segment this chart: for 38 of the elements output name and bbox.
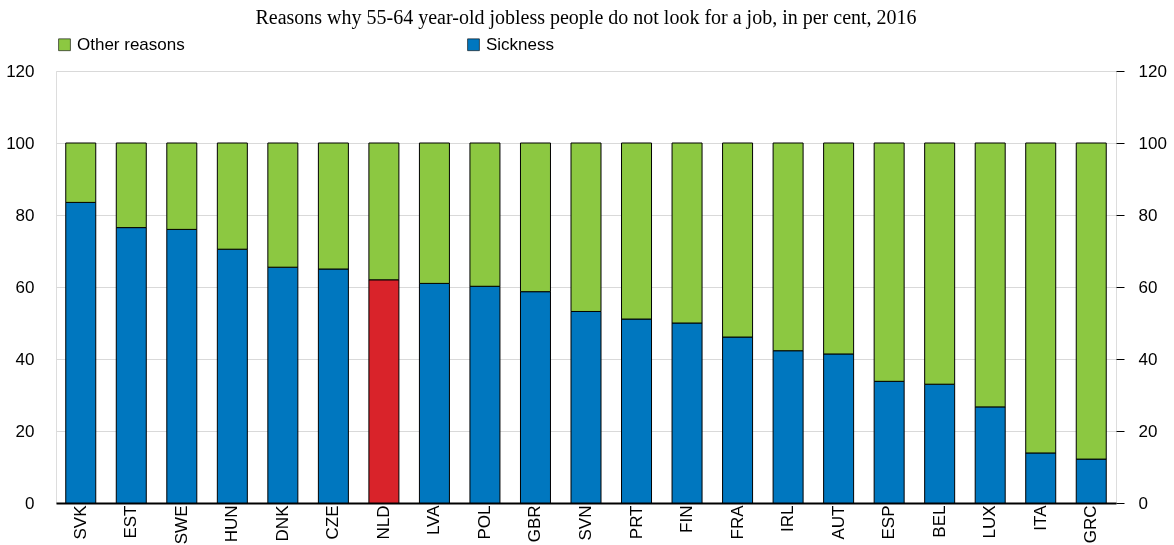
x-tick-label: ESP — [879, 505, 899, 540]
legend-label: Sickness — [486, 34, 555, 54]
x-tick-label: FIN — [677, 505, 697, 533]
y-tick-label: 20 — [15, 421, 35, 441]
y2-tick-label: 20 — [1138, 421, 1158, 441]
x-tick-label: IRL — [778, 505, 798, 532]
y-tick-label: 40 — [15, 349, 35, 369]
x-tick-label: AUT — [828, 505, 848, 540]
x-tick-label: PRT — [626, 505, 646, 540]
x-tick-label: CZE — [323, 505, 343, 540]
y2-tick-label: 0 — [1138, 493, 1148, 513]
y-tick-label: 60 — [15, 277, 35, 297]
x-tick-label: FRA — [727, 504, 747, 540]
legend-label: Other reasons — [77, 34, 185, 54]
y2-tick-label: 60 — [1138, 277, 1158, 297]
y-tick-label: 100 — [6, 133, 35, 153]
x-tick-label: BEL — [929, 505, 949, 538]
x-tick-label: EST — [121, 505, 141, 539]
y2-tick-label: 100 — [1138, 133, 1167, 153]
y2-tick-label: 40 — [1138, 349, 1158, 369]
y-tick-label: 80 — [15, 205, 35, 225]
y-tick-label: 120 — [6, 61, 35, 81]
x-tick-label: ITA — [1030, 504, 1050, 531]
x-tick-label: HUN — [222, 505, 242, 543]
x-tick-label: NLD — [373, 505, 393, 540]
y-tick-label: 0 — [25, 493, 35, 513]
x-tick-label: SWE — [171, 505, 191, 545]
x-tick-label: LUX — [980, 505, 1000, 539]
x-tick-label: GBR — [525, 505, 545, 543]
x-tick-label: SVN — [576, 505, 595, 541]
x-tick-label: DNK — [272, 504, 292, 542]
y2-tick-label: 80 — [1138, 205, 1158, 225]
x-tick-label: GRC — [1081, 505, 1101, 544]
y2-tick-label: 120 — [1138, 61, 1167, 81]
chart-title: Reasons why 55-64 year-old jobless people do not look for a job, in per cent, 2016 — [255, 6, 917, 29]
x-tick-label: POL — [474, 505, 494, 540]
x-tick-label: LVA — [424, 504, 444, 536]
x-tick-label: SVK — [70, 504, 90, 540]
